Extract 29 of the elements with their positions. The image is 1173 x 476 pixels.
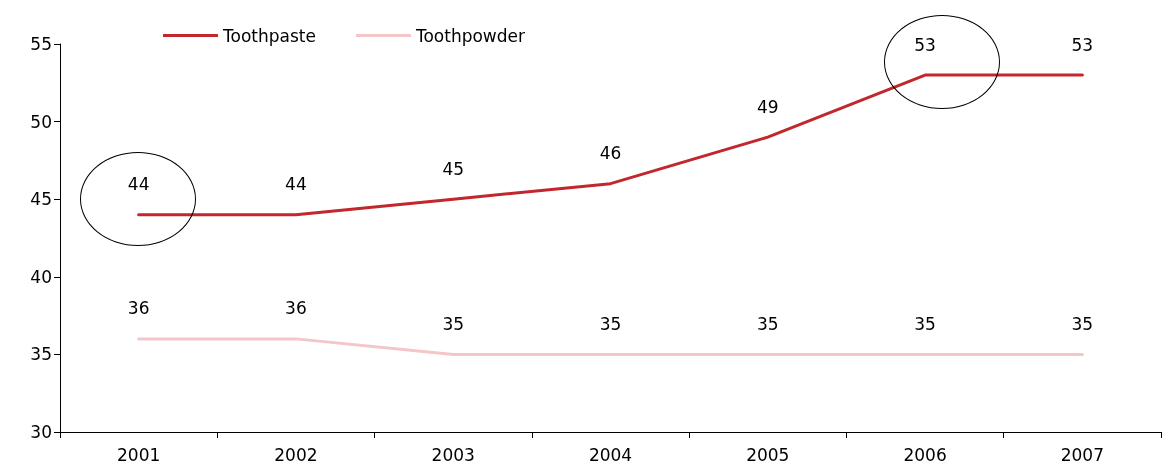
data-label: 35: [442, 313, 465, 334]
data-label: 36: [127, 298, 150, 319]
x-tick-label: 2001: [117, 444, 161, 465]
data-label: 45: [442, 158, 465, 179]
x-tick-label: 2006: [903, 444, 947, 465]
x-tick-label: 2002: [274, 444, 318, 465]
y-tick-label: 40: [30, 266, 52, 287]
x-tick-label: 2007: [1060, 444, 1104, 465]
y-tick-label: 45: [30, 189, 52, 210]
data-label: 53: [1071, 34, 1094, 55]
data-label: 46: [599, 143, 622, 164]
data-label: 35: [914, 313, 936, 334]
x-tick-label: 2003: [431, 444, 475, 465]
data-label: 49: [756, 96, 779, 117]
y-tick-label: 30: [30, 422, 52, 442]
data-label: 36: [285, 298, 307, 319]
data-label: 53: [914, 34, 936, 55]
data-label: 35: [756, 313, 779, 334]
data-label: 35: [599, 313, 622, 334]
y-tick-label: 50: [30, 111, 52, 132]
y-tick-label: 35: [30, 344, 52, 365]
x-tick-label: 2005: [746, 444, 790, 465]
data-label: 44: [127, 174, 150, 195]
y-tick-label: 55: [30, 34, 52, 54]
legend-label: Toothpaste: [222, 25, 316, 46]
legend-label: Toothpowder: [414, 25, 526, 46]
data-label: 44: [285, 174, 307, 195]
data-label: 35: [1071, 313, 1094, 334]
x-tick-label: 2004: [588, 444, 633, 465]
